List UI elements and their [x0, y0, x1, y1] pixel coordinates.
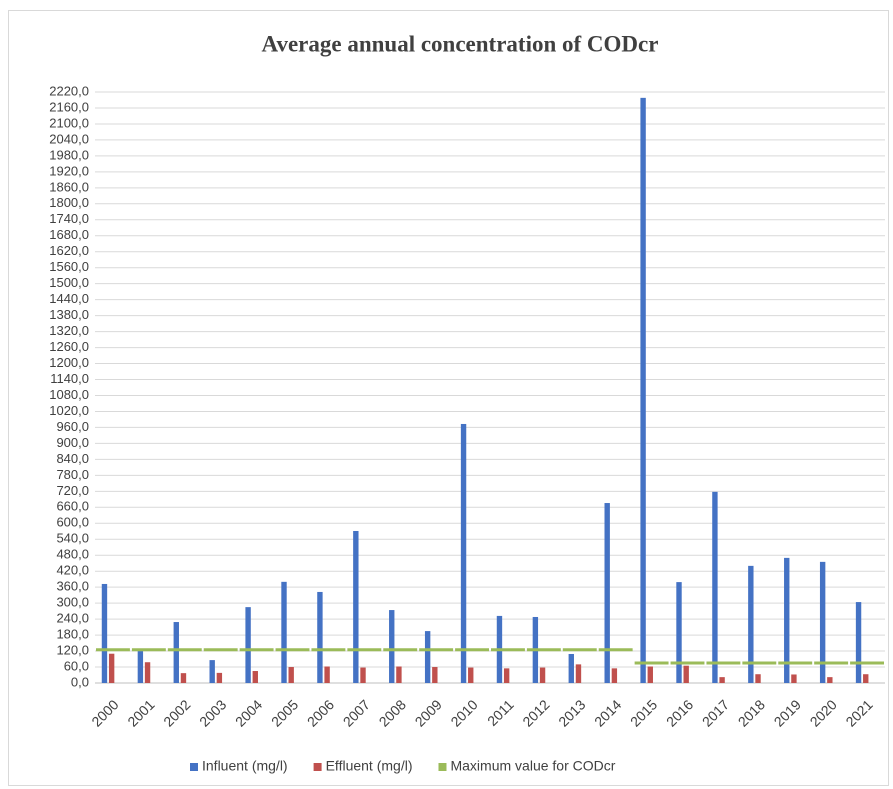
y-tick-label: 1260,0 [49, 339, 89, 354]
y-tick-label: 1860,0 [49, 179, 89, 194]
y-tick-label: 720,0 [56, 483, 89, 498]
bar [317, 591, 323, 683]
bar [396, 666, 402, 683]
y-tick-label: 1440,0 [49, 291, 89, 306]
legend-swatch [438, 763, 447, 771]
bar [353, 530, 359, 683]
y-tick-label: 300,0 [56, 595, 89, 610]
y-tick-label: 600,0 [56, 515, 89, 530]
y-tick-label: 1200,0 [49, 355, 89, 370]
bar [281, 581, 287, 683]
bar [460, 423, 467, 683]
y-tick-label: 180,0 [56, 627, 89, 642]
bar [101, 583, 108, 683]
bar [360, 667, 366, 683]
y-tick-label: 1740,0 [49, 211, 89, 226]
y-tick-label: 0,0 [71, 674, 89, 689]
bar [216, 672, 223, 683]
y-tick-label: 240,0 [56, 611, 89, 626]
y-tick-label: 900,0 [56, 435, 89, 450]
bar [819, 561, 826, 683]
chart-title: Average annual concentration of CODcr [262, 31, 659, 56]
bar [855, 602, 862, 683]
bar [389, 610, 395, 683]
bar [791, 674, 797, 683]
y-tick-label: 360,0 [56, 579, 89, 594]
bar [137, 651, 144, 683]
y-tick-label: 1680,0 [49, 227, 89, 242]
bar [719, 677, 725, 683]
bar [611, 668, 618, 683]
bar [640, 97, 646, 684]
bar [424, 631, 431, 683]
bar [604, 503, 610, 683]
bar [647, 666, 653, 683]
legend-label: Maximum value for CODcr [450, 758, 615, 774]
bar [827, 677, 833, 683]
bar [712, 491, 718, 683]
legend-label: Effluent (mg/l) [326, 758, 413, 774]
bar [432, 667, 438, 683]
bar [245, 607, 251, 683]
y-tick-label: 780,0 [56, 467, 89, 482]
bar [503, 668, 510, 683]
y-tick-label: 60,0 [64, 658, 89, 673]
y-tick-label: 840,0 [56, 451, 89, 466]
y-tick-label: 420,0 [56, 563, 89, 578]
bar [173, 622, 179, 683]
bar [180, 673, 187, 683]
y-tick-label: 1140,0 [50, 371, 89, 386]
y-tick-label: 660,0 [56, 499, 89, 514]
bar [324, 666, 330, 683]
y-tick-label: 1620,0 [49, 243, 89, 258]
y-tick-label: 1800,0 [49, 195, 89, 210]
bar [784, 557, 790, 683]
bar [575, 664, 582, 683]
bar [539, 667, 546, 683]
bar [755, 674, 761, 683]
bar [863, 674, 869, 683]
bar [144, 662, 151, 683]
y-tick-label: 1980,0 [49, 147, 89, 162]
y-tick-label: 1080,0 [49, 387, 89, 402]
y-tick-label: 960,0 [56, 419, 89, 434]
y-tick-label: 2040,0 [49, 131, 89, 146]
y-tick-label: 1500,0 [49, 275, 89, 290]
y-tick-label: 1560,0 [49, 259, 89, 274]
y-tick-label: 120,0 [56, 642, 89, 657]
bar [468, 667, 474, 683]
bar [252, 671, 258, 683]
legend-swatch [190, 763, 198, 771]
y-tick-label: 1320,0 [49, 323, 89, 338]
y-tick-label: 2160,0 [49, 99, 89, 114]
y-tick-label: 1020,0 [49, 403, 89, 418]
y-tick-label: 480,0 [56, 547, 89, 562]
bar [288, 667, 294, 683]
y-tick-label: 1380,0 [49, 307, 89, 322]
legend-label: Influent (mg/l) [202, 758, 288, 774]
bar [676, 582, 682, 683]
bar [748, 565, 754, 683]
y-tick-label: 1920,0 [49, 163, 89, 178]
legend-swatch [313, 763, 322, 771]
bar [568, 653, 574, 683]
bar [209, 660, 215, 683]
y-tick-label: 540,0 [56, 531, 89, 546]
y-tick-label: 2220,0 [49, 83, 89, 98]
bar [683, 665, 689, 683]
bar [108, 653, 115, 683]
y-tick-label: 2100,0 [49, 115, 89, 130]
